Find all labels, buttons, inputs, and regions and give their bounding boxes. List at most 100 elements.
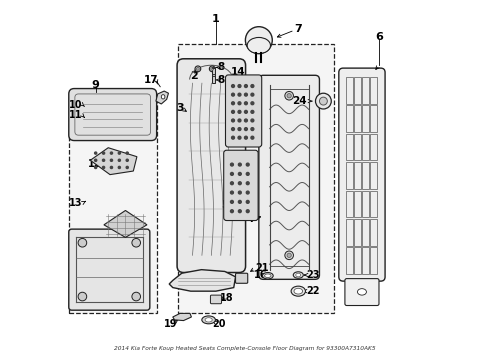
Circle shape (244, 102, 247, 105)
Bar (361, 105, 368, 132)
Text: 2: 2 (190, 71, 198, 81)
Circle shape (250, 85, 253, 87)
Bar (353, 162, 360, 189)
Circle shape (244, 93, 247, 96)
Circle shape (250, 128, 253, 131)
Text: 2014 Kia Forte Koup Heated Seats Complete-Console Floor Diagram for 93300A7310AK: 2014 Kia Forte Koup Heated Seats Complet… (113, 346, 375, 351)
Circle shape (230, 172, 233, 175)
Bar (369, 219, 376, 246)
Circle shape (231, 85, 234, 87)
FancyBboxPatch shape (258, 75, 319, 279)
Circle shape (238, 172, 241, 175)
Text: 14: 14 (230, 67, 245, 77)
Circle shape (230, 163, 233, 166)
Circle shape (102, 166, 104, 168)
FancyBboxPatch shape (225, 75, 261, 147)
Circle shape (246, 163, 249, 166)
Circle shape (244, 85, 247, 87)
Bar (353, 105, 360, 132)
Text: 15: 15 (124, 222, 137, 231)
FancyBboxPatch shape (177, 59, 245, 273)
FancyBboxPatch shape (344, 279, 378, 306)
Circle shape (78, 292, 86, 301)
Polygon shape (169, 270, 235, 291)
Ellipse shape (295, 273, 300, 277)
Circle shape (238, 85, 241, 87)
Circle shape (209, 66, 215, 72)
Text: 23: 23 (305, 270, 319, 280)
Circle shape (250, 93, 253, 96)
Text: 11: 11 (68, 111, 82, 121)
Text: 19: 19 (164, 319, 177, 329)
Circle shape (238, 191, 241, 194)
Circle shape (231, 111, 234, 113)
Circle shape (196, 67, 199, 70)
Bar (361, 247, 368, 274)
Circle shape (238, 128, 241, 131)
Bar (369, 190, 376, 217)
Bar (353, 77, 360, 104)
Ellipse shape (357, 289, 366, 295)
Circle shape (238, 182, 241, 185)
Bar (346, 190, 352, 217)
Text: 8: 8 (217, 75, 224, 85)
FancyBboxPatch shape (210, 295, 221, 304)
Circle shape (246, 201, 249, 203)
Circle shape (230, 201, 233, 203)
Text: 24: 24 (291, 96, 306, 106)
Polygon shape (156, 91, 168, 104)
FancyBboxPatch shape (235, 273, 247, 283)
Text: 10: 10 (68, 100, 82, 110)
Circle shape (244, 136, 247, 139)
Circle shape (238, 136, 241, 139)
Ellipse shape (202, 316, 215, 324)
Circle shape (231, 136, 234, 139)
Circle shape (94, 152, 97, 154)
Text: 9: 9 (92, 80, 100, 90)
Ellipse shape (245, 27, 272, 54)
Circle shape (231, 128, 234, 131)
Text: 22: 22 (305, 286, 319, 296)
Bar (361, 77, 368, 104)
Circle shape (78, 238, 86, 247)
Text: 16: 16 (253, 270, 267, 280)
Circle shape (118, 152, 120, 154)
Text: 3: 3 (176, 103, 183, 113)
Circle shape (126, 166, 128, 168)
Circle shape (286, 94, 291, 98)
Text: 6: 6 (374, 32, 382, 41)
Bar (178, 44, 333, 313)
Circle shape (126, 159, 128, 161)
Polygon shape (104, 211, 147, 237)
Circle shape (250, 111, 253, 113)
Circle shape (195, 66, 201, 72)
FancyBboxPatch shape (223, 150, 258, 221)
Circle shape (244, 111, 247, 113)
Text: 13: 13 (69, 198, 82, 208)
Circle shape (118, 159, 120, 161)
Bar (346, 247, 352, 274)
Text: 5: 5 (221, 200, 227, 210)
Ellipse shape (204, 318, 212, 322)
Bar (211, 74, 215, 76)
Bar (346, 219, 352, 246)
Ellipse shape (247, 37, 270, 54)
Circle shape (231, 119, 234, 122)
Bar (369, 77, 376, 104)
Circle shape (94, 166, 97, 168)
Bar (69, 94, 156, 313)
Text: 20: 20 (212, 319, 225, 329)
Polygon shape (90, 148, 137, 175)
Text: 21: 21 (254, 263, 268, 273)
Circle shape (244, 128, 247, 131)
FancyBboxPatch shape (69, 229, 149, 310)
Circle shape (319, 97, 326, 105)
Circle shape (102, 152, 104, 154)
Bar (346, 105, 352, 132)
Circle shape (246, 210, 249, 213)
Bar (369, 134, 376, 161)
Circle shape (110, 159, 112, 161)
Ellipse shape (264, 274, 270, 278)
Circle shape (210, 67, 213, 70)
Bar (369, 105, 376, 132)
